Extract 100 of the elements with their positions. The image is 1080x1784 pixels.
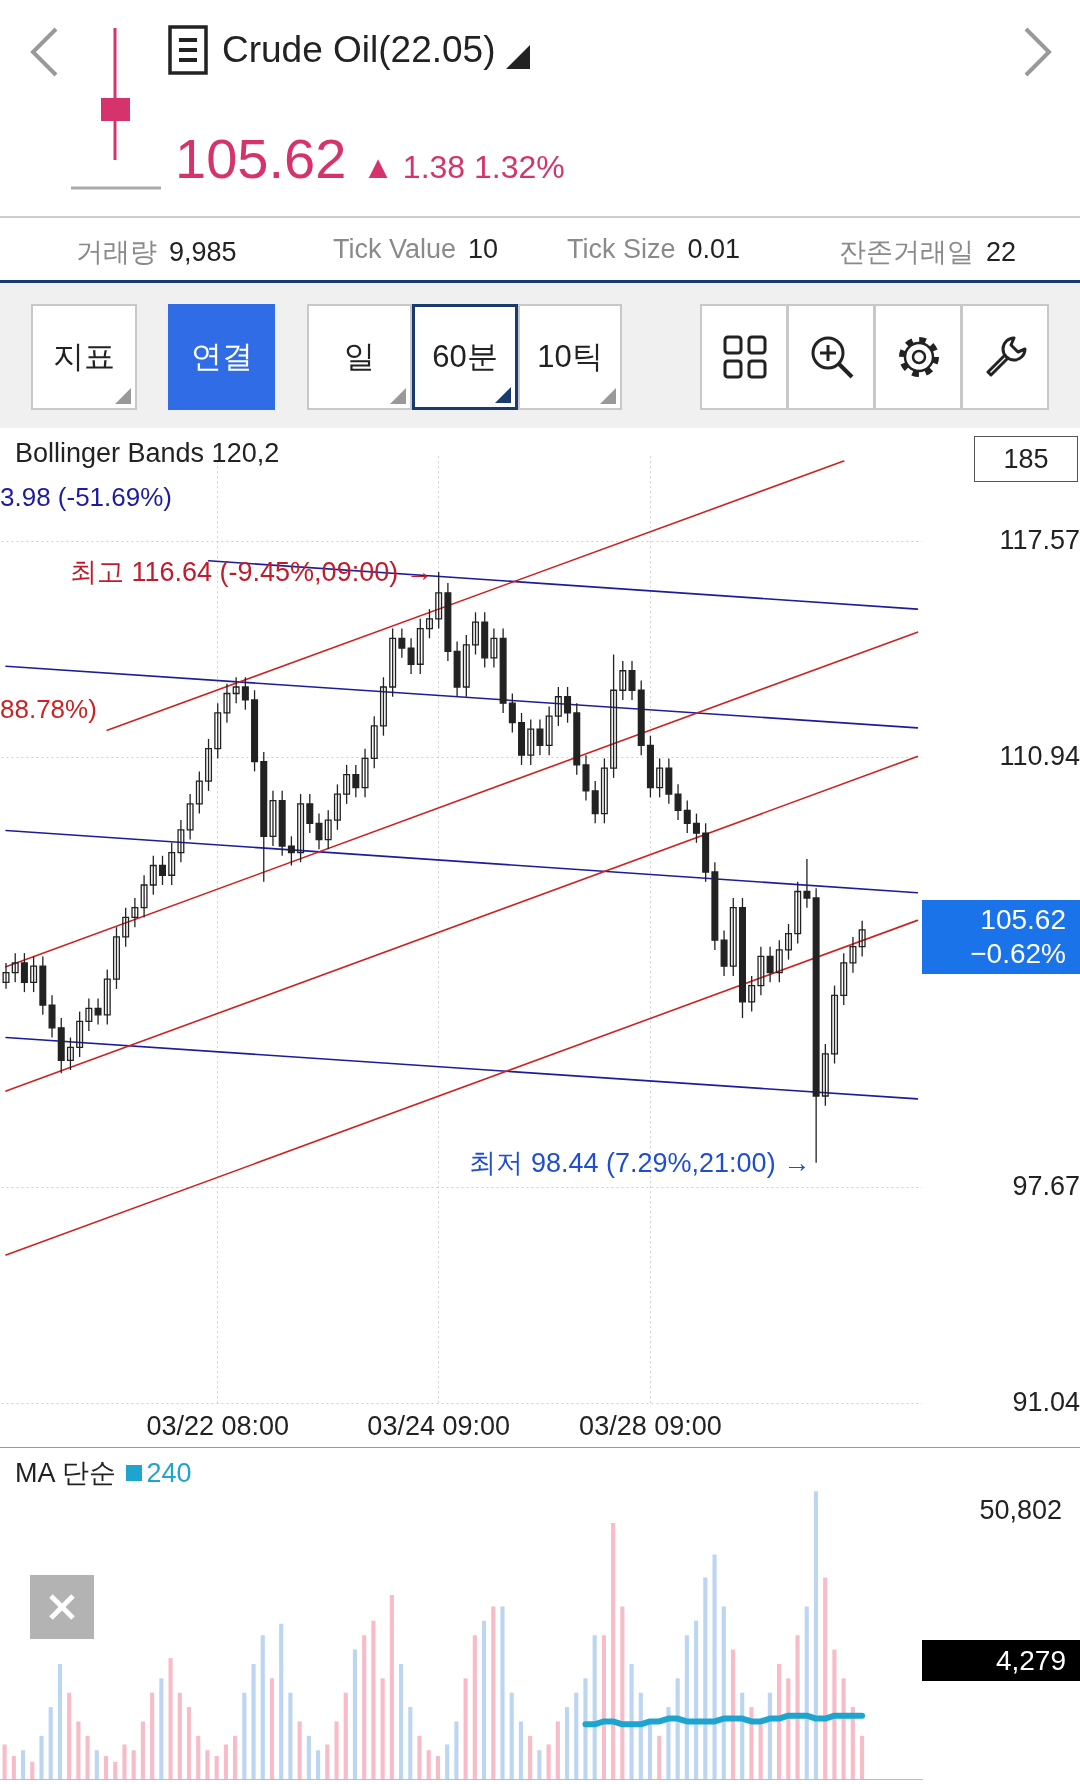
candlestick — [858, 920, 866, 958]
bar — [620, 1606, 625, 1779]
bar — [417, 1735, 422, 1779]
candlestick — [103, 968, 111, 1026]
bar — [611, 1522, 616, 1779]
candlestick — [379, 676, 387, 737]
candlestick — [545, 705, 553, 756]
candlestick — [610, 653, 618, 779]
bar — [629, 1663, 634, 1779]
bar — [251, 1663, 256, 1779]
bar — [555, 1721, 560, 1779]
bar — [380, 1678, 385, 1779]
bar — [426, 1750, 431, 1779]
candlestick — [775, 939, 783, 984]
bar — [749, 1707, 754, 1779]
candlestick — [66, 1036, 74, 1071]
candlestick — [600, 757, 608, 824]
candlestick — [849, 936, 857, 974]
bar — [233, 1735, 238, 1779]
bar — [777, 1663, 782, 1779]
bar — [518, 1721, 523, 1779]
bar — [574, 1692, 579, 1779]
bar — [352, 1649, 358, 1779]
candlestick — [269, 790, 277, 847]
bar — [371, 1620, 376, 1779]
candlestick — [389, 627, 397, 698]
annotation: Bollinger Bands 120,2 — [15, 438, 280, 469]
text: 4,279 — [922, 1640, 1080, 1681]
toggle-button[interactable]: 지표 — [31, 304, 137, 410]
bar — [150, 1692, 155, 1779]
bar — [67, 1692, 72, 1779]
bar — [795, 1635, 800, 1779]
candlestick — [76, 1010, 84, 1058]
candlestick — [425, 608, 433, 639]
bar — [528, 1735, 533, 1779]
bar — [103, 1755, 109, 1779]
y-tick-label: 91.04 — [1012, 1386, 1080, 1417]
bar — [657, 1735, 662, 1779]
bar — [205, 1750, 210, 1779]
toggle-button[interactable]: 10틱 — [518, 304, 622, 410]
bar — [491, 1606, 496, 1779]
candlestick — [490, 627, 498, 669]
bar — [389, 1594, 394, 1779]
candlestick — [840, 952, 848, 1006]
toggle-button[interactable]: 연결 — [168, 304, 275, 410]
candlestick — [416, 618, 424, 675]
x-tick-label: 03/22 08:00 — [146, 1410, 290, 1441]
candlestick — [343, 764, 351, 805]
bar — [113, 1761, 118, 1779]
candlestick — [232, 676, 240, 704]
bar — [20, 1750, 26, 1779]
bar — [334, 1721, 339, 1779]
bar — [279, 1623, 284, 1779]
candlestick — [472, 611, 480, 656]
bar — [399, 1663, 404, 1779]
text: Tick Size 0.01 — [567, 234, 741, 264]
bar — [481, 1620, 487, 1779]
bar — [675, 1678, 680, 1779]
candlestick — [527, 718, 535, 766]
bar — [48, 1707, 53, 1779]
bar — [786, 1678, 791, 1779]
candlestick — [168, 842, 176, 886]
bar — [122, 1744, 127, 1779]
bar — [85, 1735, 90, 1779]
candlestick — [554, 686, 562, 727]
annotation: 3.98 (-51.69%) — [0, 482, 172, 513]
bar — [140, 1721, 145, 1779]
bar — [39, 1735, 44, 1779]
legend-title: MA 단순 — [15, 1457, 116, 1490]
y-tick-label: 110.94 — [999, 740, 1080, 771]
toggle-button[interactable]: 60분 — [412, 304, 518, 410]
bar — [472, 1635, 477, 1779]
candlestick — [214, 702, 222, 760]
candlestick — [361, 748, 369, 798]
annotation: 최저 98.44 (7.29%,21:00) → — [469, 1146, 811, 1180]
candlestick — [794, 881, 802, 945]
candlestick — [435, 571, 443, 630]
bar — [316, 1750, 321, 1779]
candlestick — [831, 984, 839, 1065]
bar — [712, 1554, 717, 1779]
toggle-button[interactable]: 일 — [307, 304, 412, 410]
bar — [684, 1635, 689, 1779]
candlestick — [748, 975, 756, 1013]
bar — [823, 1577, 828, 1779]
bar — [647, 1721, 653, 1779]
bar — [509, 1692, 514, 1779]
candlestick — [186, 793, 194, 841]
annotation: 88.78%) — [0, 694, 97, 725]
candlestick — [656, 757, 664, 798]
bar — [343, 1692, 348, 1779]
bar — [601, 1635, 606, 1779]
bar — [703, 1577, 708, 1779]
bar — [813, 1491, 819, 1779]
bar — [721, 1606, 726, 1779]
candlestick — [205, 738, 213, 792]
bar — [2, 1744, 7, 1779]
text: 50,802 — [979, 1495, 1062, 1526]
candlestick — [140, 874, 148, 919]
bar — [445, 1744, 450, 1779]
chart-subtitle: 105.62 ▲ 1.38 1.32% — [175, 126, 565, 191]
